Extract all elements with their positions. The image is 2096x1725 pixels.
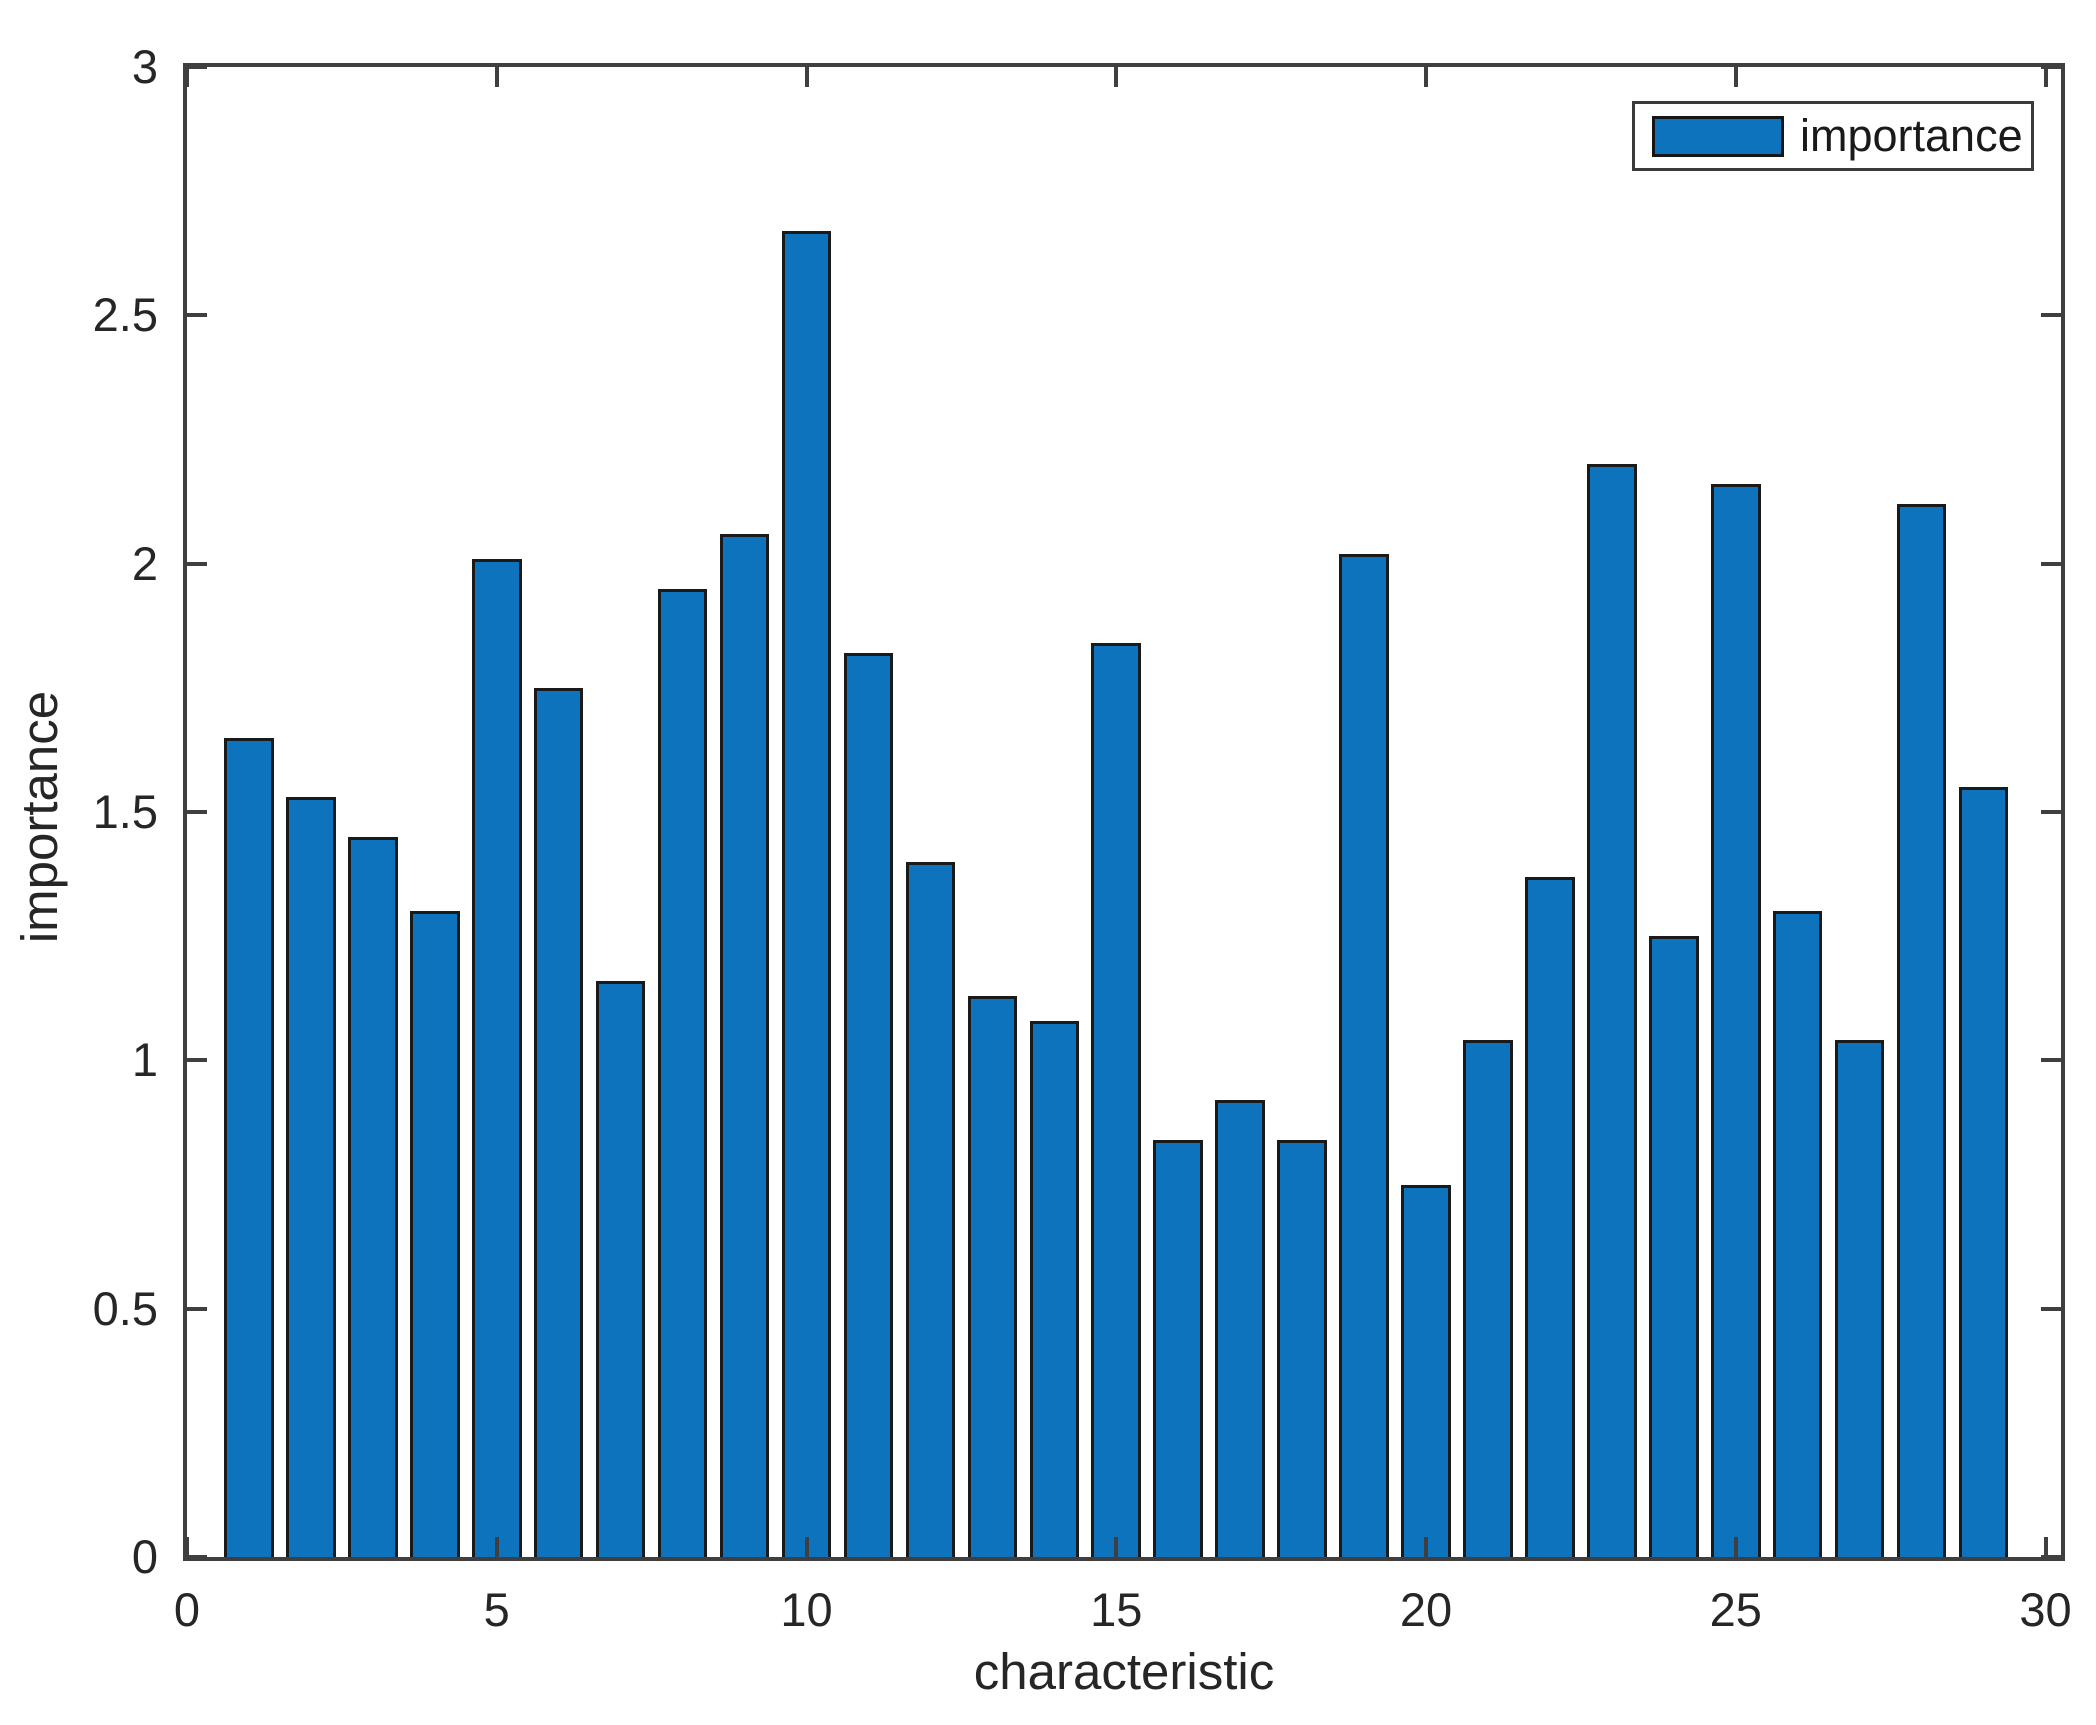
- x-tick-bottom: [494, 1537, 499, 1557]
- x-tick-bottom: [804, 1537, 809, 1557]
- bar-characteristic-12: [905, 861, 956, 1557]
- bar-characteristic-1: [224, 737, 274, 1557]
- bar-characteristic-21: [1463, 1040, 1513, 1557]
- bar-characteristic-2: [286, 797, 336, 1557]
- y-tick-right: [2041, 561, 2061, 566]
- bar-characteristic-18: [1277, 1139, 1327, 1557]
- y-tick-right: [2041, 67, 2061, 69]
- x-axis-label: characteristic: [973, 1643, 1275, 1700]
- bar-characteristic-29: [1958, 787, 2009, 1557]
- bar-characteristic-13: [967, 995, 1018, 1557]
- bar-characteristic-5: [471, 558, 522, 1557]
- y-tick-label-3: 3: [131, 40, 158, 93]
- x-tick-label-25: 25: [1709, 1583, 1762, 1636]
- y-tick-right: [2041, 1555, 2061, 1557]
- y-tick-label-0: 0: [131, 1530, 158, 1583]
- bar-characteristic-22: [1525, 876, 1575, 1557]
- x-tick-bottom: [1733, 1537, 1738, 1557]
- y-tick-right: [2041, 1306, 2061, 1311]
- bar-characteristic-24: [1649, 936, 1699, 1557]
- x-tick-bottom: [2043, 1537, 2048, 1557]
- y-tick-right: [2041, 810, 2061, 814]
- bar-characteristic-16: [1153, 1139, 1203, 1557]
- bar-characteristic-23: [1587, 464, 1637, 1557]
- bar-characteristic-3: [348, 836, 398, 1557]
- y-tick-left: [187, 313, 207, 318]
- bar-characteristic-26: [1772, 911, 1823, 1557]
- y-tick-right: [2041, 313, 2061, 318]
- x-tick-label-15: 15: [1090, 1583, 1143, 1636]
- bar-characteristic-27: [1834, 1040, 1885, 1557]
- y-tick-left: [187, 1058, 207, 1063]
- x-tick-label-5: 5: [483, 1583, 510, 1636]
- legend-label: importance: [1800, 110, 2023, 161]
- y-tick-label-1: 1: [131, 1033, 158, 1087]
- y-tick-label-1.5: 1.5: [92, 785, 158, 838]
- bar-characteristic-15: [1091, 643, 1142, 1557]
- x-tick-label-0: 0: [173, 1583, 201, 1636]
- bar-characteristic-9: [719, 533, 770, 1557]
- x-tick-top: [2043, 67, 2048, 87]
- x-tick-bottom: [1114, 1537, 1119, 1557]
- y-tick-left: [187, 810, 207, 814]
- x-tick-top: [1114, 67, 1119, 87]
- plot-area: [183, 63, 2065, 1561]
- bar-characteristic-8: [657, 588, 708, 1557]
- x-tick-top: [494, 67, 499, 87]
- bar-characteristic-4: [410, 911, 460, 1557]
- y-tick-label-2: 2: [131, 536, 158, 590]
- x-tick-label-30: 30: [2019, 1583, 2072, 1636]
- x-tick-top: [804, 67, 809, 87]
- y-tick-left: [187, 1555, 207, 1557]
- legend-swatch-icon: [1652, 115, 1784, 157]
- y-tick-right: [2041, 1058, 2061, 1063]
- x-tick-bottom: [187, 1537, 189, 1557]
- bar-characteristic-19: [1339, 553, 1389, 1557]
- y-tick-left: [187, 1306, 207, 1311]
- x-tick-top: [1733, 67, 1738, 87]
- bar-characteristic-28: [1896, 504, 1947, 1557]
- bar-characteristic-10: [781, 230, 832, 1557]
- bar-characteristic-7: [595, 980, 646, 1557]
- bar-characteristic-20: [1401, 1184, 1451, 1557]
- x-tick-label-20: 20: [1399, 1583, 1453, 1636]
- bar-characteristic-25: [1710, 484, 1761, 1557]
- x-tick-bottom: [1424, 1537, 1428, 1557]
- bar-characteristic-14: [1029, 1020, 1080, 1557]
- x-tick-label-10: 10: [780, 1583, 833, 1636]
- legend: importance: [1632, 101, 2034, 171]
- x-tick-top: [187, 67, 189, 87]
- y-tick-label-2.5: 2.5: [92, 288, 158, 342]
- y-tick-label-0.5: 0.5: [92, 1281, 158, 1335]
- bar-characteristic-11: [843, 653, 894, 1557]
- bar-characteristic-6: [533, 687, 584, 1557]
- y-tick-left: [187, 67, 207, 69]
- x-tick-top: [1424, 67, 1428, 87]
- bar-characteristic-17: [1215, 1100, 1265, 1557]
- y-tick-left: [187, 561, 207, 566]
